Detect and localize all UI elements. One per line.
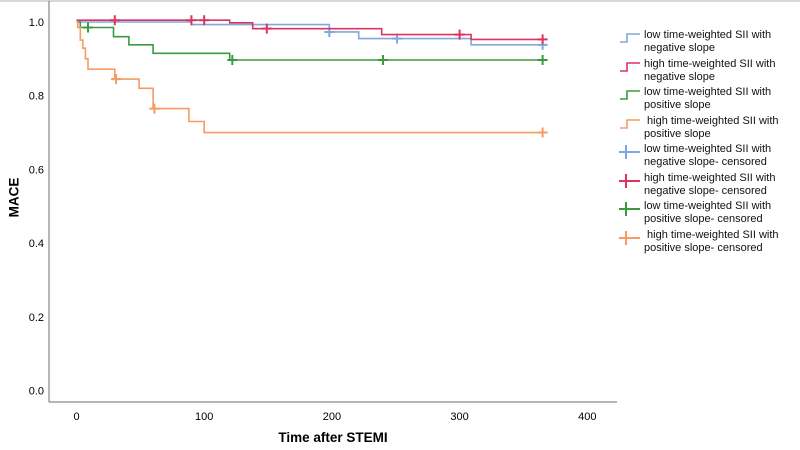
legend-item-label: low time-weighted SII with negative slop… [644, 143, 772, 168]
censor-mark [199, 15, 210, 26]
censor-mark [261, 23, 272, 34]
series-group-0 [76, 21, 548, 50]
x-axis-label: Time after STEMI [278, 430, 388, 445]
y-tick-label: 1.0 [29, 17, 44, 29]
censor-mark [537, 34, 548, 45]
legend-censored-plus-icon [619, 145, 640, 159]
legend-item: high time-weighted SII with positive slo… [618, 115, 779, 141]
legend-item: low time-weighted SII with positive slop… [618, 200, 779, 226]
legend-item: low time-weighted SII with positive slop… [618, 86, 779, 112]
legend-censored-plus-icon [619, 202, 640, 216]
censor-mark [227, 54, 238, 65]
censor-mark [537, 54, 548, 65]
legend-censored-plus-icon [619, 173, 640, 188]
x-tick-label: 400 [578, 411, 596, 423]
legend-item-label: high time-weighted SII with positive slo… [644, 228, 779, 254]
censor-mark [82, 22, 93, 33]
series-group-3 [76, 21, 548, 138]
chart-legend: low time-weighted SII with negative slop… [618, 29, 779, 257]
censor-mark [149, 103, 160, 114]
y-axis-label: MACE [6, 177, 22, 218]
legend-item-label: high time-weighted SII with negative slo… [644, 57, 776, 83]
series-line [76, 21, 543, 46]
censor-mark [377, 54, 388, 65]
legend-item: low time-weighted SII with negative slop… [618, 29, 779, 55]
y-tick-label: 0.8 [29, 91, 44, 103]
legend-step-line-icon [620, 90, 640, 100]
legend-item-label: low time-weighted SII with positive slop… [644, 200, 772, 225]
y-tick-label: 0.0 [29, 386, 44, 398]
x-tick-label: 200 [323, 411, 341, 423]
censor-mark [111, 74, 122, 85]
legend-item: high time-weighted SII with negative slo… [618, 58, 779, 84]
legend-item: low time-weighted SII with negative slop… [618, 143, 779, 169]
legend-step-line-icon [620, 33, 640, 43]
censor-mark [109, 15, 120, 26]
series-line [76, 19, 543, 41]
legend-item-label: high time-weighted SII with positive slo… [644, 114, 779, 140]
x-tick-label: 0 [73, 411, 79, 423]
legend-censored-plus-icon [619, 230, 640, 245]
x-tick-label: 100 [195, 411, 213, 423]
censor-mark [186, 15, 197, 26]
legend-item-label: high time-weighted SII with negative slo… [644, 171, 776, 197]
series-group-1 [76, 15, 548, 45]
y-tick-label: 0.6 [29, 164, 44, 176]
legend-item: high time-weighted SII with positive slo… [618, 229, 779, 255]
y-tick-label: 0.4 [29, 238, 44, 250]
censor-mark [454, 29, 465, 40]
x-tick-label: 300 [450, 411, 468, 423]
series-group-2 [76, 21, 548, 65]
censor-mark [537, 127, 548, 138]
legend-item-label: low time-weighted SII with positive slop… [644, 86, 772, 111]
legend-item: high time-weighted SII with negative slo… [618, 172, 779, 198]
y-tick-label: 0.2 [29, 312, 44, 324]
legend-step-line-icon [620, 61, 640, 72]
legend-step-line-icon [620, 118, 640, 129]
series-line [76, 21, 543, 134]
legend-item-label: low time-weighted SII with negative slop… [644, 29, 772, 54]
series-line [76, 21, 543, 61]
